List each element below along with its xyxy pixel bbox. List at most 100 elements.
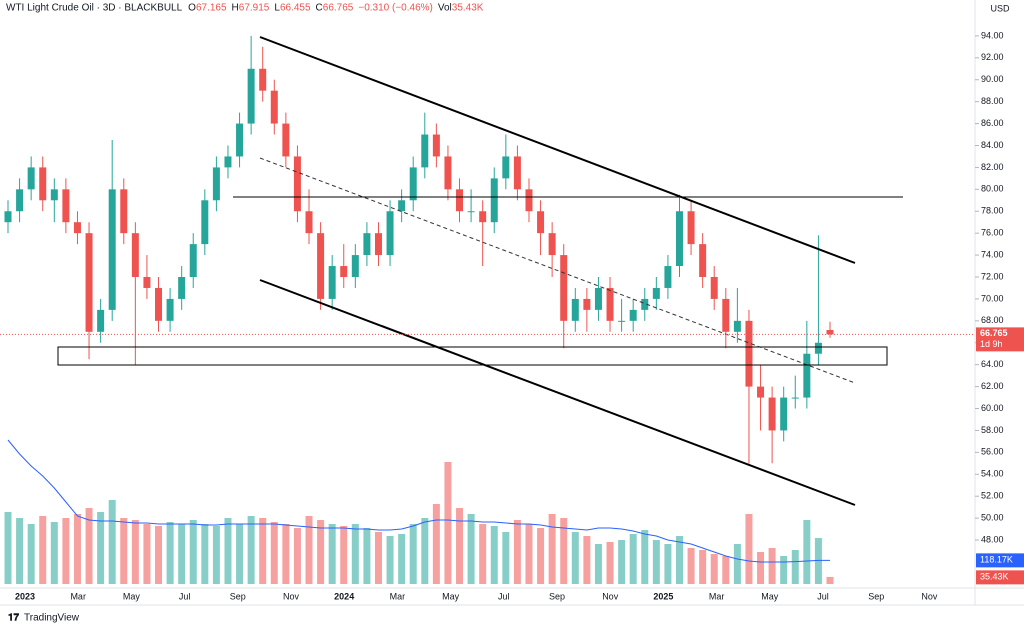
volume-bar [757,552,765,584]
x-tick-label: Nov [283,591,300,601]
x-tick-label: Mar [709,591,725,601]
candle-body [479,211,487,223]
candle-body [652,287,660,299]
x-tick-label: Nov [602,591,619,601]
volume-bar [687,548,695,584]
candle-body [131,233,139,277]
y-tick-label: 50.00 [981,512,1004,522]
volume-bar [398,534,406,584]
brand-name: TradingView [24,613,80,624]
x-tick-label: 2024 [334,591,354,601]
y-tick-label: 74.00 [981,249,1004,259]
header-change: −0.310 (−0.46%) [358,3,433,14]
header-ohlc-key: H [232,3,239,14]
candle-body [166,298,174,321]
y-tick-label: 60.00 [981,403,1004,413]
candle-body [85,233,93,332]
volume-bar [351,524,359,584]
x-tick-label: Mar [390,591,406,601]
x-tick-label: Jul [498,591,510,601]
header-ohlc-value: 67.165 [196,3,227,14]
currency: USD [990,3,1010,13]
y-tick-label: 76.00 [981,228,1004,238]
y-tick-label: 48.00 [981,534,1004,544]
volume-bar [710,554,718,584]
volume-bar [525,524,533,584]
volume-bar [374,532,382,584]
candle-body [39,167,47,201]
volume-bar [768,548,776,584]
x-tick-label: Jul [817,591,829,601]
header-volume-key: Vol [438,3,452,14]
y-tick-label: 82.00 [981,162,1004,172]
volume-bar [143,524,151,584]
candle-body [97,309,105,332]
y-tick-label: 84.00 [981,140,1004,150]
volume-bar [305,516,313,584]
header-title: WTI Light Crude Oil · 3D · BLACKBULL [6,3,183,14]
candle-body [687,211,695,245]
candle-body [282,123,290,157]
candle-body [374,233,382,256]
x-tick-label: Nov [921,591,938,601]
volume-bar [178,524,186,584]
volume-bar [780,556,788,584]
candle-body [583,298,591,310]
candle-body [398,200,406,212]
volume-bar [571,532,579,584]
x-tick-label: Mar [70,591,86,601]
volume-bar [791,550,799,584]
volume-bar [513,520,521,584]
candle-body [120,189,128,234]
header-ohlc-value: 67.915 [239,3,270,14]
y-tick-label: 90.00 [981,74,1004,84]
x-tick-label: May [442,591,460,601]
drawings [57,36,903,506]
volume-ma [7,439,831,563]
candle-body [224,156,232,168]
volume-bar [270,522,278,584]
candle-body [421,134,429,168]
y-tick-label: 86.00 [981,118,1004,128]
candle-body [27,167,35,190]
volume-ma-tag [976,553,1024,568]
volume-tag [976,570,1024,585]
candle-body [560,255,568,321]
candle-body [618,320,626,322]
volume-bar [97,512,105,584]
volume-last-label: 35.43K [980,572,1009,582]
header-ohlc-value: 66.455 [280,3,311,14]
volume-bar [166,522,174,584]
volume-bar [50,522,58,584]
support-zone [57,346,888,366]
candle-body [467,211,475,213]
candle-body [629,309,637,321]
y-tick-label: 78.00 [981,206,1004,216]
candle-body [791,397,799,399]
volume-bar [282,524,290,584]
x-tick-label: Sep [549,591,565,601]
volume-bar [583,536,591,584]
volume-bar [409,524,417,584]
channel-lower [259,279,856,506]
candle-body [270,90,278,124]
candle-body [733,320,741,332]
candle-body [340,266,348,277]
volume-bar [467,514,475,584]
volume-bar [560,518,568,584]
x-tick-label: Sep [868,591,884,601]
volume-bar [317,520,325,584]
candle-body [502,156,510,179]
candle-body [386,211,394,256]
volume-bar [120,518,128,584]
volume-bar [479,524,487,584]
y-tick-label: 52.00 [981,491,1004,501]
candle-body [178,277,186,299]
y-tick-label: 88.00 [981,96,1004,106]
candle-body [641,298,649,310]
candle-body [212,167,220,201]
candle-body [50,189,58,201]
countdown: 1d 9h [980,339,1003,349]
